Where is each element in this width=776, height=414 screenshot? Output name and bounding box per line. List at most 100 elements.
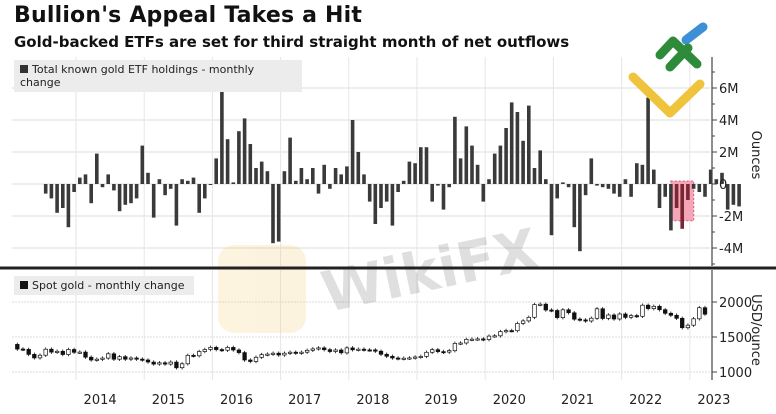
- top-y-tick-label: 0: [719, 178, 727, 193]
- etf-bar: [288, 137, 292, 184]
- candle: [37, 354, 43, 359]
- candle: [373, 349, 378, 352]
- candle: [623, 313, 628, 318]
- candle: [282, 352, 287, 356]
- candle: [270, 352, 276, 355]
- etf-bar: [629, 184, 633, 197]
- etf-bar: [646, 97, 650, 184]
- etf-bar: [595, 184, 599, 186]
- etf-bar: [299, 168, 304, 184]
- candle: [583, 319, 588, 322]
- etf-bar: [487, 179, 491, 184]
- etf-bar: [197, 184, 201, 213]
- etf-bar: [498, 145, 503, 184]
- etf-bar: [214, 158, 218, 184]
- year-label: 2014: [84, 393, 117, 408]
- etf-bar: [345, 166, 349, 184]
- candle: [191, 354, 196, 357]
- candle: [100, 357, 105, 360]
- legend-swatch-icon: [20, 281, 28, 289]
- candle: [77, 351, 82, 354]
- candle: [628, 315, 634, 318]
- candle: [560, 309, 566, 318]
- etf-bar: [600, 184, 605, 188]
- candle: [83, 351, 88, 358]
- top-y-tick-label: 2M: [719, 146, 739, 161]
- etf-bar: [617, 184, 622, 197]
- candle: [645, 304, 651, 309]
- etf-bar: [561, 182, 565, 184]
- candle: [248, 359, 253, 362]
- etf-bar: [231, 182, 236, 184]
- etf-bar: [583, 184, 588, 196]
- candle: [617, 313, 622, 320]
- candle: [390, 355, 395, 359]
- wikifx-watermark: WikiFX: [218, 217, 544, 333]
- candle: [43, 348, 48, 356]
- year-label: 2018: [356, 393, 389, 408]
- candle: [60, 350, 65, 355]
- top-y-tick-label: -4M: [719, 242, 743, 257]
- etf-bar: [237, 131, 241, 184]
- candle: [49, 348, 54, 353]
- candle: [611, 314, 617, 320]
- candle: [367, 349, 372, 352]
- candle: [111, 353, 117, 360]
- candle: [503, 330, 509, 333]
- candle: [208, 347, 213, 350]
- candle: [89, 356, 94, 361]
- etf-bar: [708, 169, 713, 184]
- candle: [265, 353, 270, 356]
- candle: [407, 357, 412, 360]
- candle: [577, 318, 583, 321]
- year-label: 2019: [425, 393, 458, 408]
- etf-bar: [43, 184, 48, 194]
- candle: [697, 307, 702, 320]
- etf-bar: [356, 152, 361, 184]
- candle: [600, 308, 605, 319]
- bottom-y-axis-label: USD/ounce: [748, 294, 763, 366]
- etf-bar: [123, 184, 128, 205]
- etf-bar: [95, 153, 99, 184]
- candle: [316, 347, 321, 350]
- etf-bar: [163, 184, 167, 196]
- etf-bar: [55, 184, 59, 213]
- etf-bar: [220, 80, 224, 184]
- etf-bar: [475, 164, 480, 184]
- etf-bar: [129, 184, 133, 204]
- candle: [123, 356, 128, 360]
- etf-bar: [203, 184, 207, 199]
- year-label: 2023: [697, 393, 730, 408]
- candle: [168, 361, 173, 365]
- candle: [32, 354, 37, 359]
- bottom-y-tick-label: 1000: [719, 366, 752, 381]
- etf-bar: [623, 179, 628, 184]
- candle: [674, 314, 679, 319]
- candle: [310, 348, 315, 351]
- etf-bar: [254, 168, 258, 184]
- candle: [117, 356, 122, 360]
- year-label: 2021: [561, 393, 594, 408]
- etf-bar: [305, 179, 309, 184]
- candle: [15, 344, 20, 350]
- candle: [640, 304, 645, 317]
- candle: [458, 342, 463, 345]
- etf-bar: [532, 168, 537, 184]
- etf-bar: [186, 180, 190, 184]
- etf-bar: [316, 184, 321, 194]
- candle: [509, 330, 514, 333]
- candle: [157, 362, 162, 365]
- candle: [663, 309, 668, 314]
- candle: [691, 318, 696, 326]
- etf-bar: [367, 184, 372, 202]
- etf-bar: [66, 184, 71, 228]
- legend-label: Total known gold ETF holdings - monthly …: [20, 63, 255, 89]
- candle: [412, 356, 418, 359]
- year-label: 2022: [629, 393, 662, 408]
- etf-bar: [49, 184, 54, 199]
- chart-title: Bullion's Appeal Takes a Hit: [14, 3, 363, 28]
- candle: [94, 358, 100, 361]
- etf-bar: [362, 174, 366, 184]
- candle: [555, 310, 560, 318]
- etf-bar: [72, 184, 76, 192]
